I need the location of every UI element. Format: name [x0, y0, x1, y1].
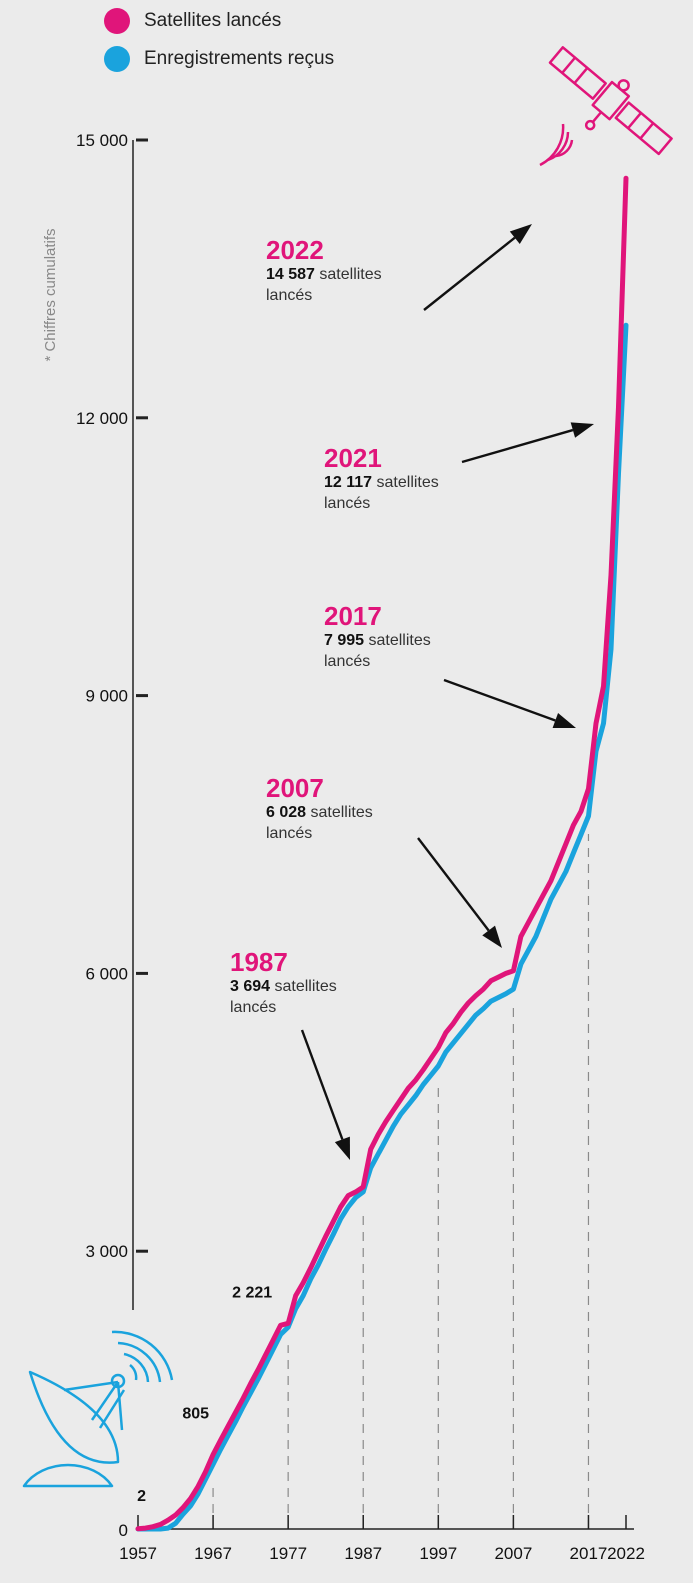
legend-registered: Enregistrements reçus	[104, 46, 334, 72]
legend-label-registered: Enregistrements reçus	[144, 48, 335, 69]
x-tick-label: 1997	[419, 1544, 457, 1563]
arrow-head-0	[509, 224, 532, 244]
x-tick-label: 2007	[494, 1544, 532, 1563]
series-line-launched	[135, 175, 629, 1532]
annotation-text2: lancés	[230, 999, 277, 1016]
arrow-head-3	[482, 925, 502, 948]
y-tick-label: 6 000	[85, 964, 128, 983]
point-label-1967: 805	[182, 1405, 209, 1422]
annotation-year: 2021	[324, 443, 382, 473]
legend-swatch-registered	[104, 46, 130, 72]
annotation-year: 2007	[266, 773, 324, 803]
annotation-year: 2017	[324, 601, 382, 631]
arrow-line-0	[423, 236, 516, 311]
satellite-icon	[539, 46, 673, 167]
arrow-head-2	[552, 712, 576, 728]
annotation-text: satellites	[368, 632, 431, 649]
legend-label-launched: Satellites lancés	[144, 10, 282, 31]
y-tick-label: 12 000	[76, 409, 128, 428]
arrow-line-4	[300, 1029, 344, 1140]
legend-launched: Satellites lancés	[104, 8, 281, 34]
axis-note: * Chiffres cumulatifs	[42, 228, 59, 361]
x-axis: 1957 1967 1977 1987 1997 2007 2017 2022	[119, 1515, 645, 1563]
series-lines	[135, 175, 629, 1532]
satellite-dish-icon	[22, 1330, 174, 1488]
y-tick-label: 15 000	[76, 131, 128, 150]
year-guide-lines	[212, 833, 590, 1529]
annotation-value: 7 995	[324, 632, 365, 649]
annotation-2017: 2017 7 995 satellites lancés	[324, 602, 431, 672]
arrow-head-4	[334, 1136, 350, 1160]
y-axis: 0 3 000 6 000 9 000 12 000 15 000	[76, 131, 148, 1540]
y-tick-label: 9 000	[85, 687, 128, 706]
x-tick-label: 1957	[119, 1544, 157, 1563]
annotation-value: 12 117	[324, 474, 373, 491]
annotation-2022: 2022 14 587 satellites lancés	[266, 236, 382, 306]
annotation-value: 14 587	[266, 266, 315, 283]
annotation-text2: lancés	[324, 653, 371, 670]
annotation-year: 2022	[266, 235, 324, 265]
annotation-text2: lancés	[266, 287, 313, 304]
x-tick-label: 2022	[607, 1544, 645, 1563]
annotation-year: 1987	[230, 947, 288, 977]
x-tick-label: 1977	[269, 1544, 307, 1563]
annotation-text: satellites	[274, 978, 337, 995]
annotation-text: satellites	[310, 804, 373, 821]
arrow-line-1	[461, 428, 574, 464]
annotation-text: satellites	[376, 474, 439, 491]
y-tick-label: 3 000	[85, 1242, 128, 1261]
annotation-arrows	[300, 224, 594, 1160]
annotation-value: 3 694	[230, 978, 271, 995]
annotation-1987: 1987 3 694 satellites lancés	[230, 948, 337, 1018]
point-label-1957: 2	[137, 1488, 146, 1505]
annotation-text: satellites	[319, 266, 382, 283]
annotation-text2: lancés	[266, 825, 313, 842]
point-labels: 2 805 2 221	[137, 1284, 272, 1504]
annotation-2007: 2007 6 028 satellites lancés	[266, 774, 373, 844]
arrow-line-3	[417, 837, 490, 932]
annotation-text2: lancés	[324, 495, 371, 512]
annotation-value: 6 028	[266, 804, 307, 821]
point-label-1977: 2 221	[232, 1284, 272, 1301]
arrow-head-1	[570, 422, 594, 438]
series-line-registered	[135, 322, 629, 1532]
x-tick-label: 2017	[570, 1544, 608, 1563]
arrow-line-2	[443, 678, 556, 722]
x-tick-label: 1967	[194, 1544, 232, 1563]
y-tick-label: 0	[119, 1521, 128, 1540]
legend-swatch-launched	[104, 8, 130, 34]
x-tick-label: 1987	[344, 1544, 382, 1563]
annotation-2021: 2021 12 117 satellites lancés	[324, 444, 439, 514]
